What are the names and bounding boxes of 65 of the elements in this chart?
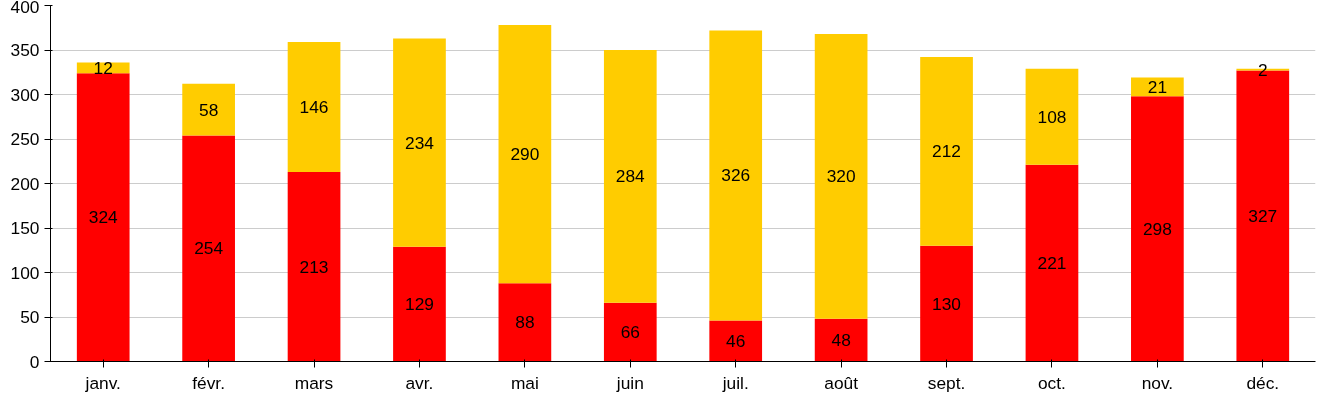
x-tick-label: mai <box>510 372 539 393</box>
data-label: 21 <box>1147 76 1168 97</box>
bar <box>920 57 973 246</box>
bar <box>287 41 341 172</box>
data-label: 146 <box>299 96 329 117</box>
x-tick-label: sept. <box>927 372 966 393</box>
data-label: 298 <box>1142 218 1172 239</box>
x-tick-label: déc. <box>1246 372 1280 393</box>
data-label: 130 <box>932 293 962 314</box>
data-label: 234 <box>405 132 435 153</box>
data-label: 108 <box>1037 106 1067 127</box>
bar <box>498 25 552 284</box>
x-tick-label: juil. <box>721 372 749 393</box>
data-label: 48 <box>831 330 851 351</box>
data-label: 2 <box>1257 59 1268 80</box>
y-tick-label: 0 <box>29 351 40 372</box>
bar <box>920 245 973 362</box>
bar <box>709 320 763 362</box>
y-tick-label: 200 <box>10 173 40 194</box>
x-tick-label: juin <box>615 372 644 393</box>
data-label: 66 <box>620 322 640 343</box>
data-label: 58 <box>198 99 219 120</box>
data-label: 327 <box>1248 205 1278 226</box>
bar <box>498 283 552 362</box>
bar <box>393 246 446 362</box>
bar <box>603 302 657 362</box>
bar <box>287 171 341 362</box>
x-tick-label: août <box>824 372 859 393</box>
data-label: 129 <box>405 294 434 315</box>
bar <box>814 33 868 319</box>
y-tick-label: 250 <box>10 129 40 149</box>
bar <box>1025 164 1079 362</box>
x-tick-label: févr. <box>192 372 225 393</box>
bar <box>182 135 235 362</box>
bar <box>1131 96 1184 362</box>
data-label: 46 <box>726 331 746 352</box>
data-label: 254 <box>194 238 224 259</box>
y-tick-label: 100 <box>10 262 40 283</box>
y-tick-label: 50 <box>20 307 40 327</box>
data-label: 213 <box>299 256 329 277</box>
bar <box>603 50 657 303</box>
bar <box>814 318 868 362</box>
y-tick-label: 350 <box>10 40 40 60</box>
data-label: 212 <box>932 141 962 162</box>
data-label: 12 <box>93 57 113 78</box>
data-label: 88 <box>515 312 535 333</box>
y-tick-label: 400 <box>10 0 40 17</box>
data-label: 326 <box>721 165 751 186</box>
x-tick-label: janv. <box>84 372 121 393</box>
bar <box>393 38 446 247</box>
data-label: 320 <box>826 166 856 187</box>
x-tick-label: nov. <box>1141 372 1174 393</box>
data-label: 290 <box>510 144 540 165</box>
bar <box>709 30 763 321</box>
data-label: 221 <box>1037 253 1067 274</box>
x-tick-label: oct. <box>1037 372 1066 393</box>
x-tick-label: mars <box>294 372 334 393</box>
y-tick-label: 150 <box>10 218 40 238</box>
bar <box>182 83 235 136</box>
x-tick-label: avr. <box>405 372 434 393</box>
bar <box>76 73 130 362</box>
y-tick-label: 300 <box>10 84 40 105</box>
data-label: 284 <box>615 166 646 187</box>
bar <box>1025 68 1079 165</box>
data-label: 324 <box>88 207 119 228</box>
